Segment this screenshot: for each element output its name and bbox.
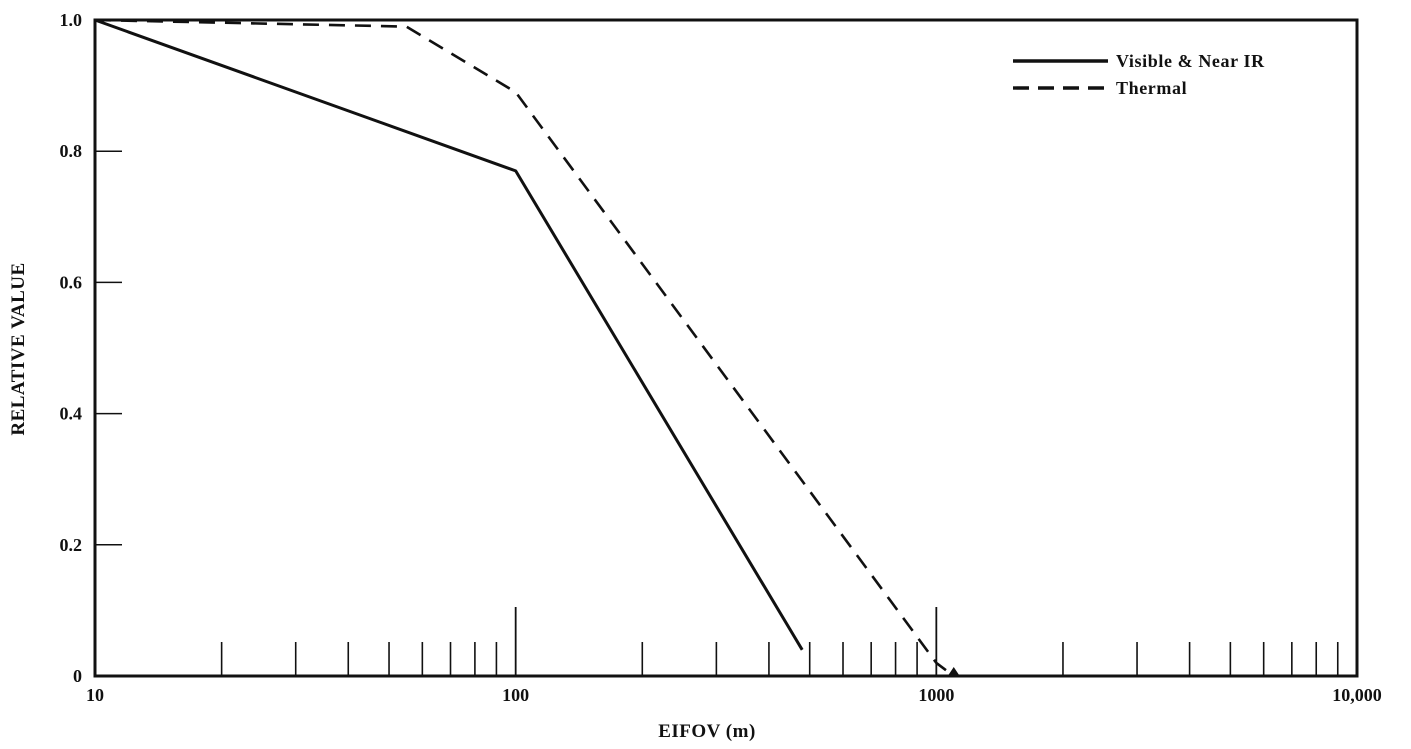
x-axis-label: EIFOV (m) [658, 721, 756, 742]
x-tick-label: 100 [502, 685, 529, 705]
x-tick-label: 10,000 [1332, 685, 1382, 705]
legend-label: Visible & Near IR [1116, 51, 1265, 71]
y-tick-label: 1.0 [60, 10, 83, 30]
series-line-visible-near-ir [94, 18, 804, 651]
series-line-thermal [94, 18, 955, 678]
y-tick-label: 0 [73, 666, 82, 686]
x-tick-label: 1000 [918, 685, 954, 705]
y-tick-label: 0.8 [60, 141, 83, 161]
labels-layer: EIFOV (m) RELATIVE VALUE [8, 262, 756, 742]
y-axis-label: RELATIVE VALUE [8, 262, 29, 435]
legend: Visible & Near IR Thermal [1013, 51, 1265, 98]
series-layer [94, 18, 960, 678]
axes-layer: 0 0.2 0.4 0.6 0.8 1.0 10 100 1000 10,000 [60, 10, 1382, 705]
thermal-end-marker [947, 667, 960, 676]
y-tick-label: 0.6 [60, 272, 83, 292]
y-tick-label: 0.4 [60, 404, 83, 424]
y-tick-label: 0.2 [60, 535, 83, 555]
plot-frame [93, 18, 1359, 678]
legend-label: Thermal [1116, 78, 1187, 98]
x-tick-label: 10 [86, 685, 104, 705]
